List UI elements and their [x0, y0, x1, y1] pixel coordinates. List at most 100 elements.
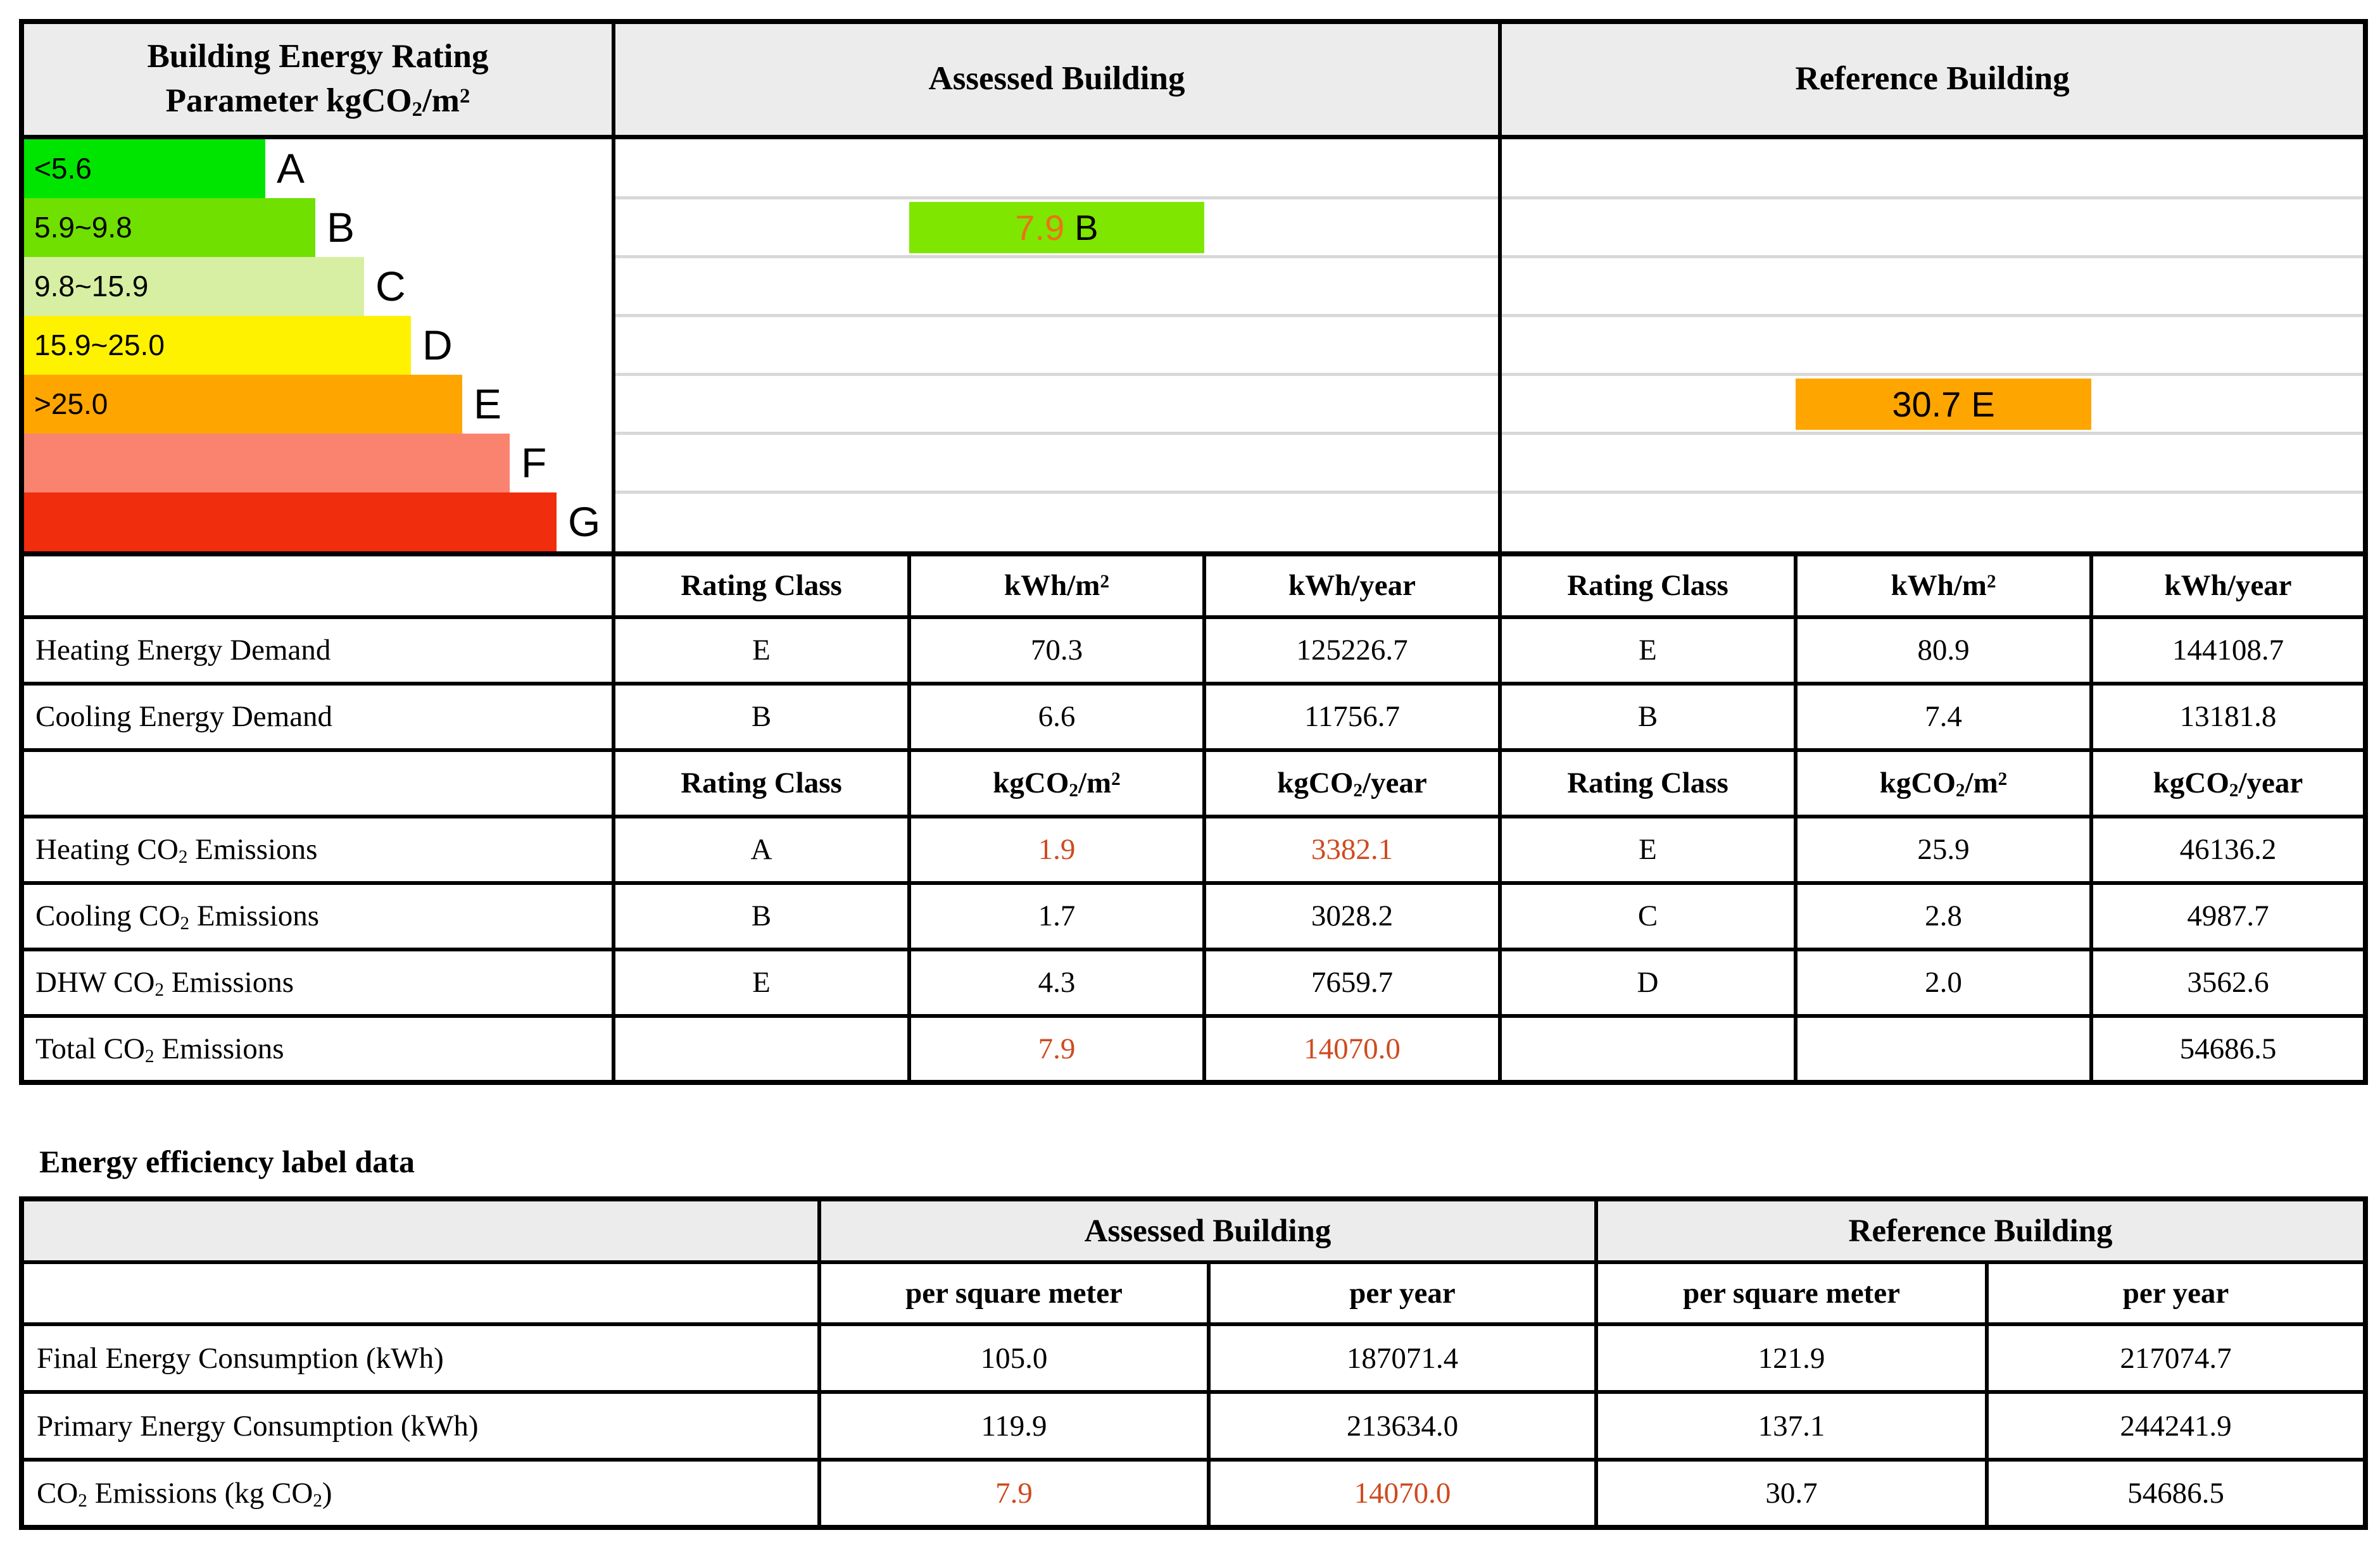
reference-row-g-cell	[2091, 491, 2366, 554]
col-header-kgco2-m2: kgCO2/m2	[1794, 748, 2093, 818]
assessed-row-a-cell	[1204, 137, 1502, 198]
assessed-row-c-cell	[1204, 255, 1502, 316]
value-cell: A	[612, 814, 911, 885]
col-header-rating-class: Rating Class	[612, 551, 911, 619]
col-header-per-square-meter: per square meter	[1594, 1260, 1989, 1326]
reference-row-d-cell	[1500, 314, 1796, 375]
rating-bar-e: >25.0	[24, 374, 462, 434]
assessed-row-e-cell	[909, 373, 1204, 434]
value-cell: E	[1498, 615, 1798, 686]
value-cell: 25.9	[1794, 814, 2093, 885]
reference-rating-letter: E	[1971, 384, 1995, 424]
value-cell: 4987.7	[2089, 880, 2368, 951]
label-table-header-row: Assessed Building Reference Building	[20, 1197, 2368, 1264]
empty-header-cell	[20, 1197, 821, 1264]
table-row-total-co2: Total CO2 Emissions 7.9 14070.0 54686.5	[20, 1013, 2368, 1084]
reference-row-b-cell	[1796, 196, 2091, 257]
rating-letter-b: B	[327, 204, 355, 251]
rating-bar-g	[24, 492, 557, 551]
assessed-row-f-cell	[909, 432, 1204, 492]
rating-letter-f: F	[521, 439, 547, 486]
row-label: CO2 Emissions (kg CO2)	[20, 1458, 821, 1529]
reference-row-e-cell: 30.7 E	[1796, 373, 2091, 434]
assessed-row-b-cell	[1204, 196, 1502, 257]
assessed-row-a-cell	[614, 137, 909, 198]
reference-rating-value: 30.7	[1892, 384, 1961, 424]
rating-letter-a: A	[277, 145, 305, 192]
rating-bar-b: 5.9~9.8	[24, 197, 315, 257]
table-row-heating-energy: Heating Energy Demand E 70.3 125226.7 E …	[20, 615, 2368, 686]
reference-row-f-cell	[1500, 432, 1796, 492]
value-cell: 1.9	[907, 814, 1206, 885]
reference-building-header: Reference Building	[1594, 1197, 2368, 1264]
section-title: Energy efficiency label data	[39, 1144, 415, 1179]
row-label: Cooling CO2 Emissions	[20, 880, 615, 951]
rating-letter-c: C	[375, 263, 406, 310]
row-label: Cooling Energy Demand	[20, 681, 615, 752]
value-cell: 46136.2	[2089, 814, 2368, 885]
rating-bar-c: 9.8~15.9	[24, 256, 364, 316]
reference-row-c-cell	[1796, 255, 2091, 316]
value-cell: B	[612, 880, 911, 951]
table-row-final-energy: Final Energy Consumption (kWh) 105.0 187…	[20, 1322, 2368, 1394]
value-cell: 14070.0	[1202, 1013, 1502, 1084]
value-cell: E	[612, 947, 911, 1018]
row-label: Heating Energy Demand	[20, 615, 615, 686]
value-cell: 13181.8	[2089, 681, 2368, 752]
value-cell: 7.4	[1794, 681, 2093, 752]
row-label: Primary Energy Consumption (kWh)	[20, 1390, 821, 1462]
value-cell: 54686.5	[1985, 1458, 2368, 1529]
col-header-rating-class: Rating Class	[1498, 551, 1798, 619]
assessed-row-f-cell	[1204, 432, 1502, 492]
table-row-dhw-co2: DHW CO2 Emissions E 4.3 7659.7 D 2.0 356…	[20, 947, 2368, 1018]
value-cell: 80.9	[1794, 615, 2093, 686]
value-cell: 2.8	[1794, 880, 2093, 951]
reference-row-f-cell	[2091, 432, 2366, 492]
assessed-row-e-cell	[1204, 373, 1502, 434]
value-cell: 3028.2	[1202, 880, 1502, 951]
value-cell: E	[1498, 814, 1798, 885]
col-header-kwh-year: kWh/year	[1202, 551, 1502, 619]
value-cell: 105.0	[817, 1322, 1211, 1394]
value-cell: 54686.5	[2089, 1013, 2368, 1084]
assessed-row-d-cell	[909, 314, 1204, 375]
assessed-row-d-cell	[1204, 314, 1502, 375]
assessed-row-a-cell	[909, 137, 1204, 198]
co2-subheader-row: Rating Class kgCO2/m2 kgCO2/year Rating …	[20, 748, 2368, 818]
value-cell	[1794, 1013, 2093, 1084]
assessed-building-header: Assessed Building	[612, 20, 1502, 139]
reference-row-c-cell	[1500, 255, 1796, 316]
reference-row-g-cell	[1796, 491, 2091, 554]
value-cell	[612, 1013, 911, 1084]
value-cell: 121.9	[1594, 1322, 1989, 1394]
col-header-kgco2-year: kgCO2/year	[2089, 748, 2368, 818]
assessed-row-g-cell	[909, 491, 1204, 554]
value-cell: 6.6	[907, 681, 1206, 752]
reference-building-header: Reference Building	[1497, 20, 2368, 139]
value-cell: 119.9	[817, 1390, 1211, 1462]
value-cell: 70.3	[907, 615, 1206, 686]
assessed-row-b-cell: 7.9 B	[909, 196, 1204, 257]
value-cell: 14070.0	[1206, 1458, 1599, 1529]
rating-parameter-line1: Building Energy Rating	[147, 38, 489, 75]
value-cell: 7659.7	[1202, 947, 1502, 1018]
rating-range-label: 15.9~25.0	[34, 329, 165, 361]
reference-row-c-cell	[2091, 255, 2366, 316]
reference-row-e-cell	[2091, 373, 2366, 434]
col-header-per-square-meter: per square meter	[817, 1260, 1211, 1326]
table-row-heating-co2: Heating CO2 Emissions A 1.9 3382.1 E 25.…	[20, 814, 2368, 885]
reference-row-g-cell	[1500, 491, 1796, 554]
reference-row-b-cell	[1500, 196, 1796, 257]
rating-parameter-header: Building Energy Rating Parameter kgCO2/m…	[20, 20, 615, 139]
value-cell: 11756.7	[1202, 681, 1502, 752]
col-header-kwh-m2: kWh/m2	[1794, 551, 2093, 619]
assessed-row-c-cell	[614, 255, 909, 316]
row-label: Total CO2 Emissions	[20, 1013, 615, 1084]
value-cell: 187071.4	[1206, 1322, 1599, 1394]
rating-bar-a: <5.6	[24, 139, 265, 198]
empty-cell	[20, 1260, 821, 1326]
reference-row-a-cell	[2091, 137, 2365, 198]
row-label: Heating CO2 Emissions	[20, 814, 615, 885]
value-cell: 125226.7	[1202, 615, 1502, 686]
